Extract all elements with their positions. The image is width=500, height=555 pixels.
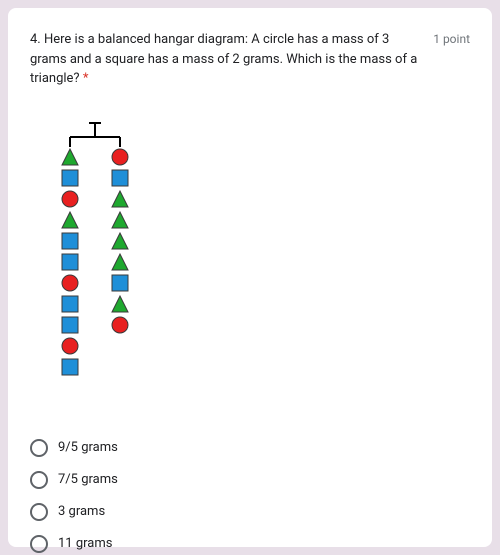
- required-mark: *: [83, 71, 89, 86]
- option-3[interactable]: 11 grams: [30, 535, 470, 553]
- question-text: 4. Here is a balanced hangar diagram: A …: [30, 30, 425, 89]
- option-2[interactable]: 3 grams: [30, 503, 470, 521]
- question-card: 4. Here is a balanced hangar diagram: A …: [8, 8, 492, 547]
- hanger-diagram: [30, 119, 470, 409]
- radio-icon: [30, 439, 48, 457]
- options-group: 9/5 grams 7/5 grams 3 grams 11 grams: [30, 439, 470, 553]
- points-label: 1 point: [433, 30, 470, 46]
- question-header: 4. Here is a balanced hangar diagram: A …: [30, 30, 470, 89]
- option-label: 9/5 grams: [58, 440, 118, 455]
- option-0[interactable]: 9/5 grams: [30, 439, 470, 457]
- radio-icon: [30, 535, 48, 553]
- question-number: 4.: [30, 32, 41, 47]
- option-1[interactable]: 7/5 grams: [30, 471, 470, 489]
- option-label: 11 grams: [58, 536, 112, 551]
- radio-icon: [30, 471, 48, 489]
- radio-icon: [30, 503, 48, 521]
- option-label: 3 grams: [58, 504, 105, 519]
- option-label: 7/5 grams: [58, 472, 118, 487]
- hanger-svg: [30, 119, 190, 399]
